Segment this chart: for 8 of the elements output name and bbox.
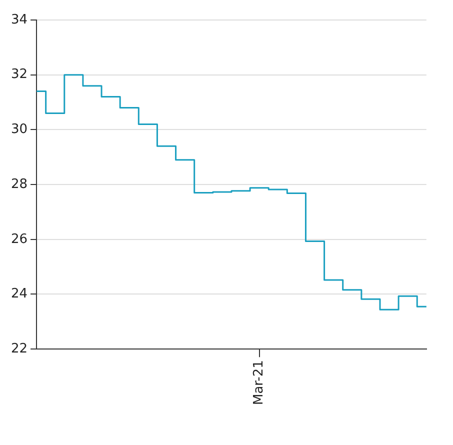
y-tick-label: 26 [10, 232, 28, 247]
y-tick-label: 22 [10, 341, 28, 356]
y-tick-label: 30 [10, 122, 28, 138]
x-tick-label: Mar-21 [252, 360, 267, 406]
y-tick-label: 24 [10, 286, 28, 302]
y-tick-label: 34 [10, 12, 28, 28]
y-tick-label: 28 [10, 176, 28, 192]
y-tick-label: 32 [10, 67, 28, 82]
